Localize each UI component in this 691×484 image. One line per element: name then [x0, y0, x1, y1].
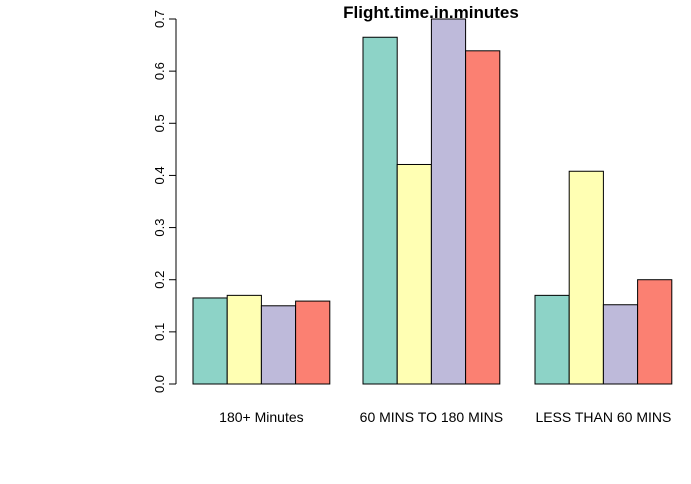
y-tick-label: 0.4	[152, 166, 167, 184]
bar	[534, 294, 570, 385]
bar	[396, 163, 432, 385]
category-label: 180+ Minutes	[219, 409, 303, 425]
y-tick-label: 0.2	[152, 271, 167, 289]
category-label: 60 MINS TO 180 MINS	[360, 409, 503, 425]
category-labels: 180+ Minutes 60 MINS TO 180 MINS LESS THAN…	[219, 409, 671, 425]
bar	[192, 297, 228, 385]
bar	[226, 294, 262, 385]
bar	[260, 305, 297, 385]
y-tick-label: 0.1	[152, 323, 167, 341]
bars	[192, 18, 673, 385]
category-label: LESS THAN 60 MINS	[535, 409, 671, 425]
y-tick-label: 0.3	[152, 219, 167, 237]
bar	[602, 304, 639, 385]
bar	[430, 18, 467, 385]
y-axis: 0.0 0.1 0.2 0.3 0.4 0.5 0.6 0.7	[152, 10, 177, 393]
y-tick-label: 0.5	[152, 114, 167, 132]
y-tick-label: 0.0	[152, 375, 167, 393]
y-tick-label: 0.6	[152, 62, 167, 80]
y-tick-label: 0.7	[152, 10, 167, 28]
bar	[362, 36, 398, 385]
chart-title: Flight.time.in.minutes	[343, 3, 519, 22]
bar	[568, 170, 604, 385]
bar	[637, 279, 673, 385]
bar	[465, 50, 501, 385]
bar	[295, 300, 331, 385]
